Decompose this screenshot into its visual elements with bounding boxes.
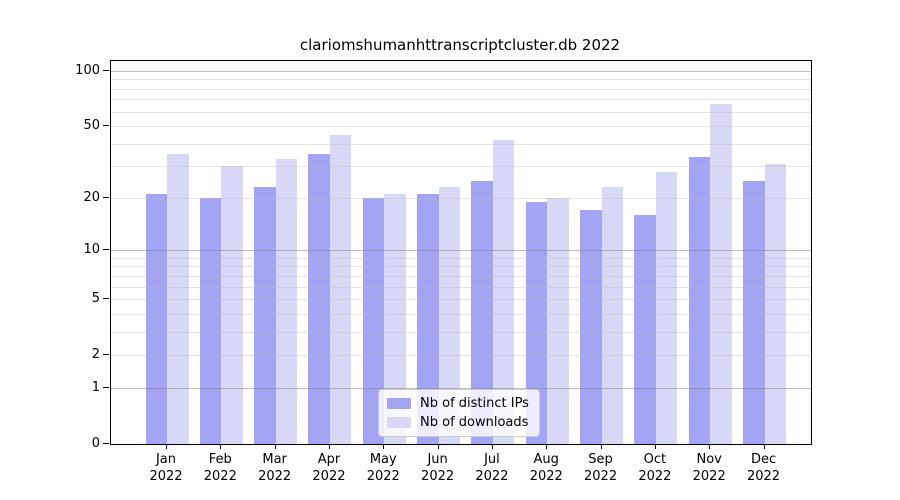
bar-may-downloads: [384, 194, 406, 444]
y-tick-10: [103, 249, 109, 251]
gridline-minor-2: [111, 355, 811, 357]
x-tick-label-feb: Feb 2022: [203, 452, 237, 484]
y-tick-label-10: 10: [83, 242, 100, 258]
legend-swatch-downloads: [387, 417, 411, 428]
x-tick-label-sep: Sep 2022: [584, 452, 618, 484]
legend-label-distinct-ips: Nb of distinct IPs: [420, 396, 529, 411]
gridline-major-10: [111, 250, 811, 252]
x-tick-label-aug: Aug 2022: [529, 452, 563, 484]
gridline-minor-50: [111, 126, 811, 128]
bar-dec-distinct-ips: [743, 180, 765, 444]
x-tick-label-mar: Mar 2022: [258, 452, 292, 484]
y-tick-label-100: 100: [75, 63, 100, 78]
legend: Nb of distinct IPs Nb of downloads: [378, 389, 540, 437]
bar-nov-distinct-ips: [688, 156, 711, 444]
bar-oct-distinct-ips: [634, 215, 656, 444]
x-tick-label-dec: Dec 2022: [746, 452, 781, 484]
x-tick-jul: [491, 444, 493, 449]
x-tick-feb: [220, 444, 222, 449]
gridline-minor-30: [111, 166, 811, 168]
gridline-minor-40: [111, 143, 811, 145]
gridline-minor-4: [111, 313, 811, 315]
y-tick-5: [103, 298, 109, 300]
bar-apr-distinct-ips: [308, 154, 330, 444]
gridline-minor-9: [111, 257, 811, 259]
y-tick-100: [103, 70, 109, 71]
bar-jul-distinct-ips: [471, 180, 493, 444]
y-tick-50: [103, 125, 109, 127]
x-tick-oct: [654, 444, 656, 449]
y-tick-20: [103, 196, 109, 198]
legend-swatch-distinct-ips: [387, 398, 411, 409]
gridline-minor-70: [111, 99, 811, 101]
gridline-major-1: [111, 387, 811, 389]
y-tick-label-5: 5: [91, 291, 100, 307]
bar-jan-downloads: [167, 154, 189, 444]
y-tick-label-0: 0: [91, 436, 100, 451]
chart-title: clariomshumanhttranscriptcluster.db 2022: [299, 36, 621, 54]
gridline-major-100: [111, 71, 811, 72]
bar-jun-distinct-ips: [417, 194, 439, 444]
bar-sep-downloads: [601, 187, 624, 444]
bar-aug-distinct-ips: [525, 201, 548, 444]
y-tick-label-50: 50: [83, 118, 100, 134]
x-tick-nov: [709, 444, 711, 449]
bar-jan-distinct-ips: [145, 194, 167, 444]
bar-jun-downloads: [438, 187, 461, 444]
y-tick-0: [103, 443, 109, 444]
x-tick-label-jan: Jan 2022: [149, 452, 183, 484]
y-tick-label-2: 2: [91, 347, 100, 363]
x-tick-label-jun: Jun 2022: [421, 452, 455, 484]
y-tick-label-20: 20: [83, 189, 100, 205]
x-tick-label-nov: Nov 2022: [692, 452, 726, 484]
x-tick-label-jul: Jul 2022: [475, 452, 509, 484]
x-tick-apr: [328, 444, 330, 449]
x-tick-may: [383, 444, 385, 449]
bar-jul-downloads: [492, 140, 515, 444]
plot-area: Nb of distinct IPs Nb of downloads: [110, 60, 812, 445]
x-tick-label-may: May 2022: [366, 452, 400, 484]
x-tick-label-apr: Apr 2022: [312, 452, 346, 484]
bar-feb-distinct-ips: [199, 197, 222, 444]
bar-may-distinct-ips: [362, 197, 385, 444]
bar-mar-distinct-ips: [254, 187, 276, 444]
legend-row-distinct-ips: Nb of distinct IPs: [387, 396, 529, 411]
y-tick-label-1: 1: [91, 379, 100, 395]
gridline-minor-3: [111, 331, 811, 333]
gridline-minor-5: [111, 299, 811, 301]
bar-dec-downloads: [764, 163, 787, 444]
bar-aug-downloads: [547, 197, 569, 444]
x-tick-dec: [763, 444, 765, 449]
legend-row-downloads: Nb of downloads: [387, 415, 529, 430]
bar-sep-distinct-ips: [580, 210, 602, 444]
x-tick-mar: [274, 444, 276, 449]
bar-feb-downloads: [221, 166, 243, 444]
x-tick-sep: [600, 444, 602, 449]
bar-nov-downloads: [710, 104, 732, 444]
gridline-minor-20: [111, 197, 811, 199]
x-tick-aug: [546, 444, 548, 449]
gridline-minor-7: [111, 275, 811, 277]
y-tick-1: [103, 386, 109, 388]
y-tick-2: [103, 354, 109, 356]
x-tick-label-oct: Oct 2022: [638, 452, 672, 484]
bar-mar-downloads: [275, 159, 298, 444]
gridline-minor-8: [111, 266, 811, 268]
x-tick-jan: [166, 444, 167, 449]
bar-oct-downloads: [655, 171, 678, 444]
gridline-minor-60: [111, 111, 811, 113]
bar-apr-downloads: [329, 134, 352, 444]
gridline-minor-80: [111, 88, 811, 90]
gridline-minor-90: [111, 79, 811, 81]
gridline-minor-6: [111, 286, 811, 288]
x-tick-jun: [437, 444, 439, 449]
legend-label-downloads: Nb of downloads: [420, 415, 529, 430]
